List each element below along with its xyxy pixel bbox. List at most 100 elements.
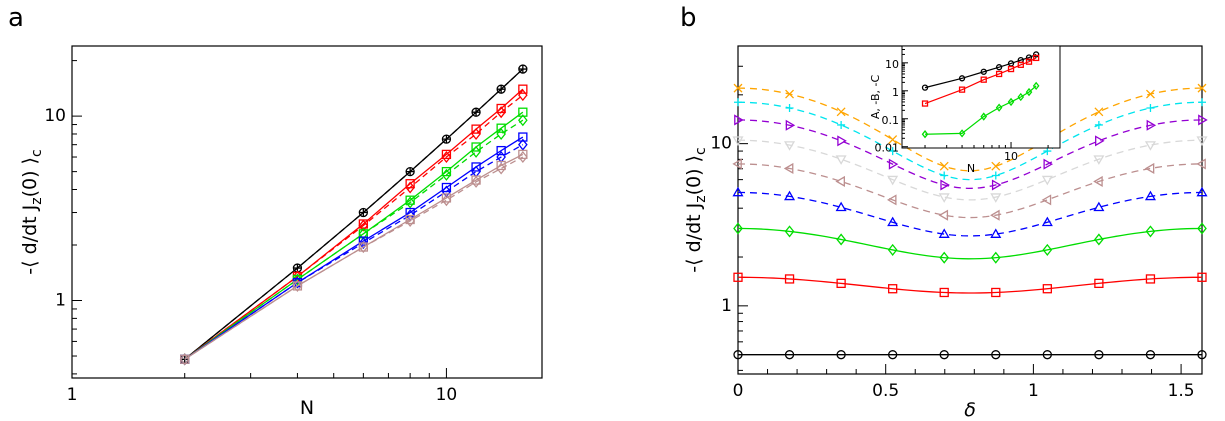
- inset-data-point: [958, 75, 966, 82]
- inset-data-point: [1032, 81, 1040, 91]
- data-point: [292, 279, 303, 292]
- data-point: [888, 158, 899, 170]
- data-point: [441, 168, 452, 181]
- data-point: [886, 194, 897, 206]
- inset-y-axis-title-text: A, -B, -C: [869, 75, 882, 120]
- data-point: [733, 83, 743, 93]
- data-point: [358, 219, 369, 232]
- data-point: [1145, 225, 1156, 238]
- inset-data-point: [980, 76, 987, 83]
- x-tick-label: 0.5: [872, 381, 899, 401]
- data-point: [991, 350, 1001, 360]
- inset-data-point: [995, 64, 1003, 71]
- plot-frame: [71, 45, 543, 379]
- data-point: [1198, 114, 1208, 126]
- data-point: [471, 145, 481, 158]
- data-point: [785, 89, 795, 99]
- data-point: [1197, 83, 1207, 93]
- data-point: [991, 179, 1002, 191]
- data-point: [938, 193, 950, 203]
- data-point: [835, 201, 847, 212]
- data-point: [783, 162, 794, 174]
- data-point: [1094, 120, 1103, 129]
- inset-x-axis-title: N: [967, 162, 975, 175]
- inset-data-point: [995, 103, 1003, 112]
- data-point: [405, 214, 415, 228]
- series-line: [737, 191, 1203, 237]
- x-tick-label: 1: [1028, 381, 1039, 401]
- data-point: [518, 138, 528, 151]
- data-point: [888, 350, 898, 360]
- y-axis-title-part: c: [693, 147, 709, 155]
- data-point: [836, 350, 846, 360]
- data-point: [732, 136, 744, 146]
- series-line: [184, 94, 524, 360]
- data-point: [1094, 278, 1104, 289]
- x-tick-label: 1.5: [1168, 381, 1195, 401]
- data-point: [496, 145, 506, 156]
- data-point: [938, 228, 950, 238]
- inset-x-tick-label: 10: [1004, 150, 1018, 163]
- data-point: [1146, 103, 1155, 112]
- inset-y-axis-title: A, -B, -C: [869, 75, 882, 120]
- data-point: [471, 127, 481, 141]
- series-line: [737, 163, 1203, 219]
- data-point: [990, 193, 1002, 203]
- data-point: [939, 287, 949, 298]
- inset-y-tick-label: 1: [892, 86, 899, 99]
- inset-data-point: [958, 86, 966, 93]
- series-line: [184, 144, 524, 360]
- data-point: [733, 222, 743, 235]
- data-point: [1198, 98, 1206, 107]
- inset-data-point: [1007, 97, 1015, 107]
- y-axis-title-part: (0) ⟩: [19, 157, 41, 197]
- data-point: [518, 132, 528, 142]
- data-point: [1041, 175, 1053, 186]
- y-axis-title-text: -⟨ d/dt Jz(0) ⟩c: [683, 147, 709, 272]
- data-point: [1042, 243, 1053, 256]
- data-point: [441, 185, 452, 198]
- inset-data-point: [921, 130, 929, 139]
- data-point: [784, 225, 795, 238]
- data-point: [471, 175, 481, 188]
- series-line: [737, 87, 1203, 172]
- data-point: [836, 107, 846, 117]
- data-point: [1042, 284, 1052, 294]
- inset-data-point: [921, 84, 929, 91]
- data-point: [1145, 350, 1156, 360]
- inset-data-point: [1017, 61, 1024, 68]
- x-tick-label: 1: [67, 385, 78, 405]
- panel-label-b: b: [680, 3, 697, 33]
- data-point: [1093, 201, 1105, 212]
- data-point: [518, 149, 528, 160]
- data-point: [1094, 350, 1104, 360]
- data-point: [496, 160, 506, 171]
- data-point: [471, 124, 481, 134]
- y-axis-title-part: (0) ⟩: [683, 155, 705, 195]
- inset-series-line: [924, 57, 1037, 105]
- data-point: [734, 114, 744, 126]
- y-axis-title-part: d/dt J: [19, 205, 41, 255]
- data-point: [1042, 350, 1052, 360]
- data-point: [518, 65, 527, 74]
- series-line: [184, 119, 524, 360]
- data-point: [518, 89, 528, 102]
- data-point: [785, 119, 796, 131]
- data-point: [835, 175, 845, 187]
- y-axis-title-text: -⟨ d/dt Jz(0) ⟩c: [19, 149, 45, 274]
- data-point: [887, 243, 898, 256]
- data-point: [441, 194, 452, 207]
- data-point: [991, 171, 1000, 180]
- data-point: [472, 108, 481, 117]
- data-point: [441, 150, 452, 164]
- data-point: [518, 150, 528, 164]
- data-point: [991, 161, 1001, 171]
- data-point: [1093, 155, 1105, 165]
- data-point: [442, 135, 451, 144]
- y-axis-title-part: z: [693, 195, 709, 202]
- data-point: [1043, 158, 1054, 170]
- data-point: [785, 103, 794, 112]
- inset-data-point: [958, 129, 966, 138]
- y-tick-label: 1: [721, 296, 732, 316]
- panel-b-inset-chart: 10 0.01 0.1 1 10 N A, -B, -C: [869, 45, 1061, 175]
